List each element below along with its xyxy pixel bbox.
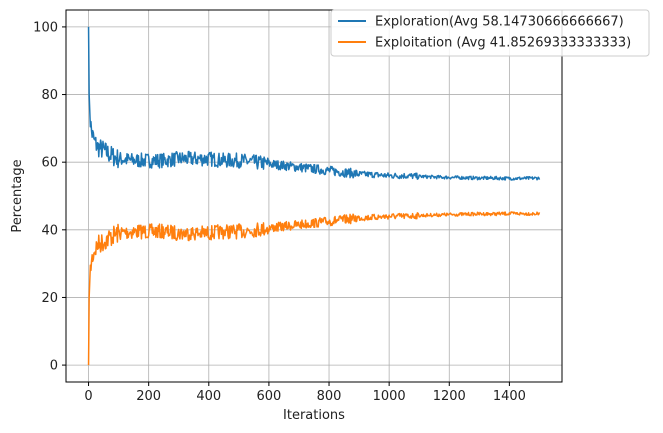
x-tick-label: 200	[136, 389, 161, 404]
legend: Exploration(Avg 58.14730666666667) Explo…	[330, 9, 650, 57]
x-tick-label: 0	[84, 389, 92, 404]
ticks: 0 200 400 600 800 1000 1200 1400 0 20 40 60 80 100	[33, 20, 526, 404]
series-lines	[87, 26, 541, 366]
y-tick-label: 40	[41, 223, 58, 238]
y-tick-label: 0	[50, 359, 58, 374]
legend-box	[330, 9, 650, 57]
grid	[66, 10, 562, 382]
y-axis-label: Percentage	[10, 159, 25, 232]
plot-frame	[65, 9, 563, 383]
y-tick-label: 20	[41, 291, 58, 306]
legend-label-exploitation: Exploitation (Avg 41.85269333333333)	[375, 36, 631, 51]
y-tick-label: 100	[33, 20, 58, 35]
series-line-exploration	[87, 26, 541, 181]
legend-label-exploration: Exploration(Avg 58.14730666666667)	[375, 15, 624, 30]
x-tick-label: 1200	[433, 389, 466, 404]
y-tick-label: 80	[41, 88, 58, 103]
x-tick-label: 1400	[493, 389, 526, 404]
y-tick-label: 60	[41, 156, 58, 171]
x-tick-label: 400	[196, 389, 221, 404]
series-line-exploitation	[87, 211, 541, 366]
x-tick-label: 600	[256, 389, 281, 404]
x-tick-label: 800	[317, 389, 342, 404]
x-axis-label: Iterations	[283, 408, 345, 423]
x-tick-label: 1000	[373, 389, 406, 404]
